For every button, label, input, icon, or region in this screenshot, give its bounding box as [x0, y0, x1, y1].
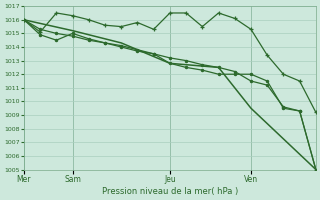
X-axis label: Pression niveau de la mer( hPa ): Pression niveau de la mer( hPa ) [102, 187, 238, 196]
